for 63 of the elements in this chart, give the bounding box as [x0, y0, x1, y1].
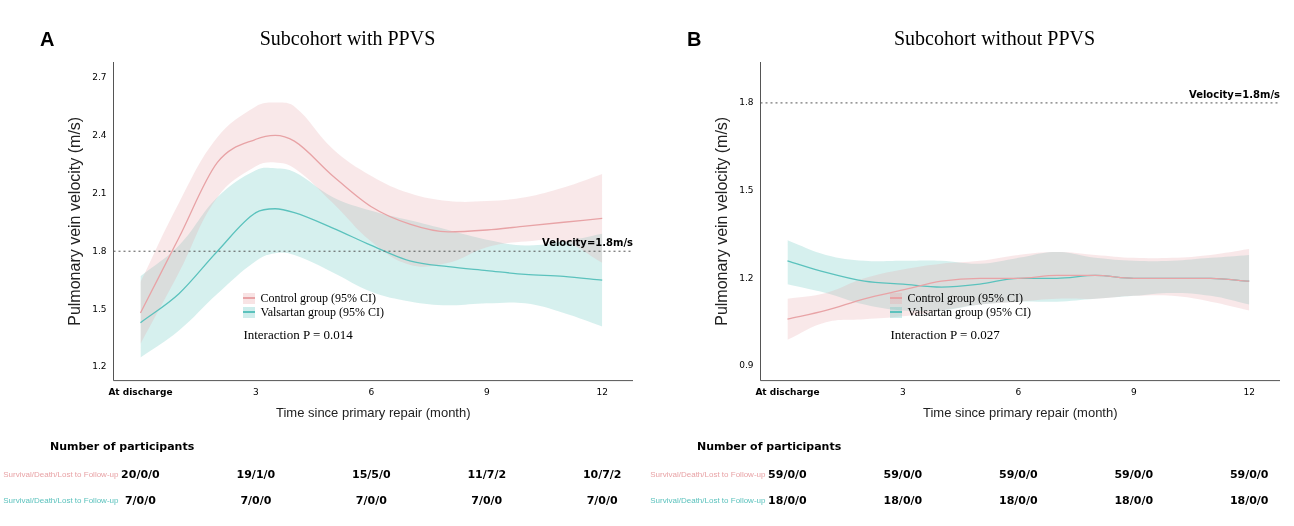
y-axis-title: Pulmonary vein velocity (m/s)	[66, 116, 84, 326]
text: 59/0/0	[999, 468, 1038, 481]
chart-title: Subcohort without PPVS	[893, 27, 1096, 50]
legend-label: Valsartan group (95% CI)	[907, 304, 1032, 320]
ref-line-label: Velocity=1.8m/s	[1188, 88, 1281, 100]
chart-title: Subcohort with PPVS	[259, 27, 436, 50]
annotation: Interaction P = 0.014	[243, 326, 353, 343]
text: B	[687, 28, 702, 51]
text: 10/7/2	[582, 468, 622, 481]
text: 20/0/0	[121, 468, 160, 481]
y-tick-label: 1.5	[92, 303, 107, 314]
y-tick-label: 1.5	[739, 184, 754, 195]
text: Survival/Death/Lost to Follow-up	[650, 470, 766, 479]
text: 18/0/0	[1229, 494, 1269, 507]
text: 18/0/0	[883, 494, 923, 507]
text: 18/0/0	[1114, 494, 1154, 507]
legend-label: Control group (95% CI)	[907, 290, 1024, 306]
text: 15/5/0	[352, 468, 391, 481]
x-tick-label: At discharge	[755, 387, 820, 398]
text: 59/0/0	[768, 468, 807, 481]
y-tick-label: 2.7	[92, 71, 107, 82]
x-tick-label: 12	[596, 387, 608, 398]
text: A	[40, 28, 55, 51]
text: 59/0/0	[1114, 468, 1154, 481]
text: 59/0/0	[1229, 468, 1269, 481]
text: 7/0/0	[586, 494, 618, 507]
line-series	[786, 274, 1250, 320]
text: Number of participants	[697, 440, 842, 453]
text: 7/0/0	[471, 494, 503, 507]
x-tick-label: 12	[1243, 387, 1255, 398]
text: Survival/Death/Lost to Follow-up	[3, 496, 119, 505]
text: 7/0/0	[124, 494, 156, 507]
x-tick-label: 9	[483, 387, 490, 398]
text: 7/0/0	[240, 494, 272, 507]
x-tick-label: 9	[1130, 387, 1137, 398]
x-axis-title: Time since primary repair (month)	[922, 404, 1118, 420]
y-tick-label: 1.8	[92, 245, 107, 256]
text: Number of participants	[50, 440, 195, 453]
x-tick-label: 3	[900, 387, 906, 398]
y-tick-label: 1.8	[739, 97, 754, 108]
x-tick-label: 6	[368, 387, 375, 398]
y-tick-label: 0.9	[739, 360, 754, 371]
y-axis-title: Pulmonary vein velocity (m/s)	[713, 116, 731, 326]
x-tick-label: 6	[1015, 387, 1022, 398]
text: Survival/Death/Lost to Follow-up	[650, 496, 766, 505]
x-tick-label: 3	[253, 387, 259, 398]
y-tick-label: 2.4	[92, 129, 107, 140]
text: 18/0/0	[999, 494, 1038, 507]
y-tick-label: 1.2	[739, 272, 754, 283]
text: 11/7/2	[467, 468, 507, 481]
legend-label: Control group (95% CI)	[260, 290, 377, 306]
x-tick-label: At discharge	[108, 387, 173, 398]
text: 18/0/0	[768, 494, 807, 507]
text: 19/1/0	[236, 468, 276, 481]
x-axis-title: Time since primary repair (month)	[275, 404, 471, 420]
y-tick-label: 2.1	[92, 187, 107, 198]
legend-label: Valsartan group (95% CI)	[260, 304, 385, 320]
ref-line-label: Velocity=1.8m/s	[541, 236, 634, 248]
text: Survival/Death/Lost to Follow-up	[3, 470, 119, 479]
text: 59/0/0	[883, 468, 923, 481]
annotation: Interaction P = 0.027	[890, 326, 1000, 343]
y-tick-label: 1.2	[92, 361, 107, 372]
text: 7/0/0	[355, 494, 387, 507]
